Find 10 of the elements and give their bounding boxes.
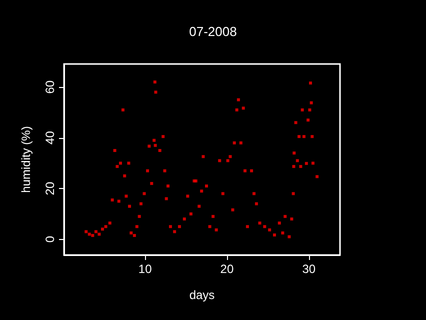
x-tick-label: 20 — [220, 262, 234, 276]
y-tick-label: 20 — [43, 182, 57, 196]
y-axis-title: humidity (%) — [19, 126, 33, 193]
y-tick-label: 0 — [43, 236, 57, 243]
x-tick-label: 30 — [302, 262, 316, 276]
chart-title: 07-2008 — [189, 24, 237, 39]
y-tick-label: 40 — [43, 130, 57, 144]
y-tick-label: 60 — [43, 80, 57, 94]
x-axis-title: days — [189, 288, 215, 302]
x-tick-label: 10 — [138, 262, 152, 276]
